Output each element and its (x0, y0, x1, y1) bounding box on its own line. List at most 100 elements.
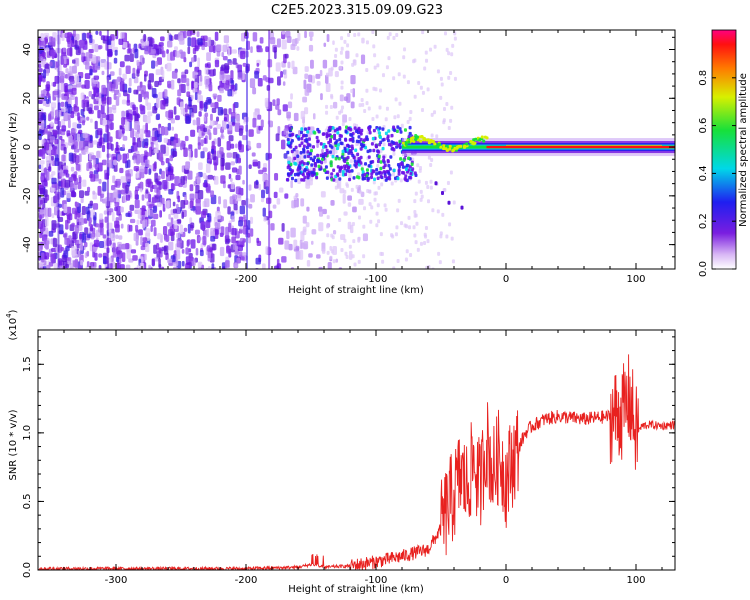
heatmap-cell (299, 150, 303, 155)
snr-axis-ticks: -300 -200 -100 0 100 0.0 0.5 1.0 1.5 (22, 330, 675, 586)
heatmap-cell (103, 210, 108, 215)
heatmap-cell (427, 155, 431, 160)
heatmap-cell (260, 198, 265, 203)
heatmap-ytick-label: 20 (22, 92, 33, 105)
heatmap-cell (376, 164, 380, 169)
heatmap-cell (151, 197, 157, 203)
heatmap-cell (194, 92, 198, 101)
heatmap-cell (449, 170, 453, 175)
heatmap-cell (345, 182, 349, 187)
heatmap-cell (311, 145, 315, 149)
heatmap-cell (357, 236, 361, 241)
heatmap-cell (122, 135, 128, 141)
snr-ytick-label: 0.0 (22, 562, 33, 578)
heatmap-cell (99, 117, 104, 125)
heatmap-cell (323, 168, 327, 172)
heatmap-cell (183, 30, 187, 39)
heatmap-cell (75, 58, 79, 65)
heatmap-cell (208, 44, 214, 53)
heatmap-cell (220, 215, 224, 222)
heatmap-cell (272, 99, 276, 107)
heatmap-cell (132, 137, 136, 146)
heatmap-cell (358, 103, 362, 108)
heatmap-cell (154, 80, 159, 88)
heatmap-cell (41, 93, 45, 102)
heatmap-cell (175, 115, 180, 121)
heatmap-cell (90, 233, 95, 240)
heatmap-cell (460, 205, 464, 210)
heatmap-cell (160, 99, 166, 110)
heatmap-cell (167, 40, 173, 48)
heatmap-cell (419, 189, 423, 194)
heatmap-cell (339, 50, 343, 55)
heatmap-cell (79, 140, 85, 151)
heatmap-cell (349, 137, 353, 142)
heatmap-cell (119, 61, 125, 68)
heatmap-cell (300, 141, 304, 145)
heatmap-cell (297, 137, 301, 141)
heatmap-cell (408, 225, 412, 230)
heatmap-cell (127, 268, 132, 269)
heatmap-cell (424, 180, 428, 185)
heatmap-cell (197, 38, 203, 46)
heatmap-frame (37, 29, 676, 270)
carrier-core (486, 145, 675, 149)
heatmap-cell (38, 241, 43, 252)
heatmap-cell (191, 80, 194, 91)
heatmap-cell (144, 166, 148, 175)
carrier-cell (485, 136, 489, 140)
heatmap-cell (325, 72, 329, 77)
heatmap-cell (306, 260, 311, 267)
heatmap-cell (355, 184, 359, 189)
carrier-cell (419, 139, 423, 143)
heatmap-cell (52, 130, 58, 136)
heatmap-cell (128, 77, 132, 87)
heatmap-cell (117, 92, 121, 98)
heatmap-cell (384, 131, 388, 136)
heatmap-cell (228, 60, 233, 66)
heatmap-cell (319, 210, 324, 217)
heatmap-cell (226, 245, 231, 254)
heatmap-cell (91, 266, 97, 269)
heatmap-cell (319, 153, 323, 158)
heatmap-cell (376, 176, 380, 180)
heatmap-cell (395, 225, 399, 230)
heatmap-cell (38, 220, 43, 230)
heatmap-cell (125, 65, 131, 74)
heatmap-cell (201, 264, 205, 269)
heatmap-cell (344, 172, 348, 177)
heatmap-cell (179, 49, 183, 54)
heatmap-cell (82, 132, 88, 138)
heatmap-cell (308, 253, 313, 258)
heatmap-cell (159, 210, 162, 218)
heatmap-cell (40, 175, 45, 181)
heatmap-cell (217, 94, 222, 102)
heatmap-cell (262, 207, 266, 217)
heatmap-cell (339, 172, 343, 177)
heatmap-cell (325, 104, 329, 109)
heatmap-cell (50, 49, 56, 57)
heatmap-cell (365, 40, 369, 45)
heatmap-cell (416, 247, 420, 252)
heatmap-cell (179, 84, 184, 91)
heatmap-cell (317, 159, 321, 164)
heatmap-cell (197, 142, 201, 150)
heatmap-cell (118, 129, 122, 139)
heatmap-cell (277, 109, 282, 116)
heatmap-cell (121, 116, 126, 126)
heatmap-cell (429, 47, 433, 52)
heatmap-cell (71, 65, 77, 74)
heatmap-cell (389, 155, 393, 159)
heatmap-cell (371, 169, 375, 173)
heatmap-cell (66, 206, 72, 217)
heatmap-cell (232, 151, 238, 159)
heatmap-cell (88, 217, 92, 227)
heatmap-cell (129, 218, 136, 224)
heatmap-cell (406, 80, 410, 85)
heatmap-cell (75, 164, 81, 171)
heatmap-cell (381, 146, 385, 151)
heatmap-cell (326, 34, 330, 42)
heatmap-cell (196, 177, 200, 187)
heatmap-cell (400, 161, 404, 165)
heatmap-cell (39, 149, 43, 156)
